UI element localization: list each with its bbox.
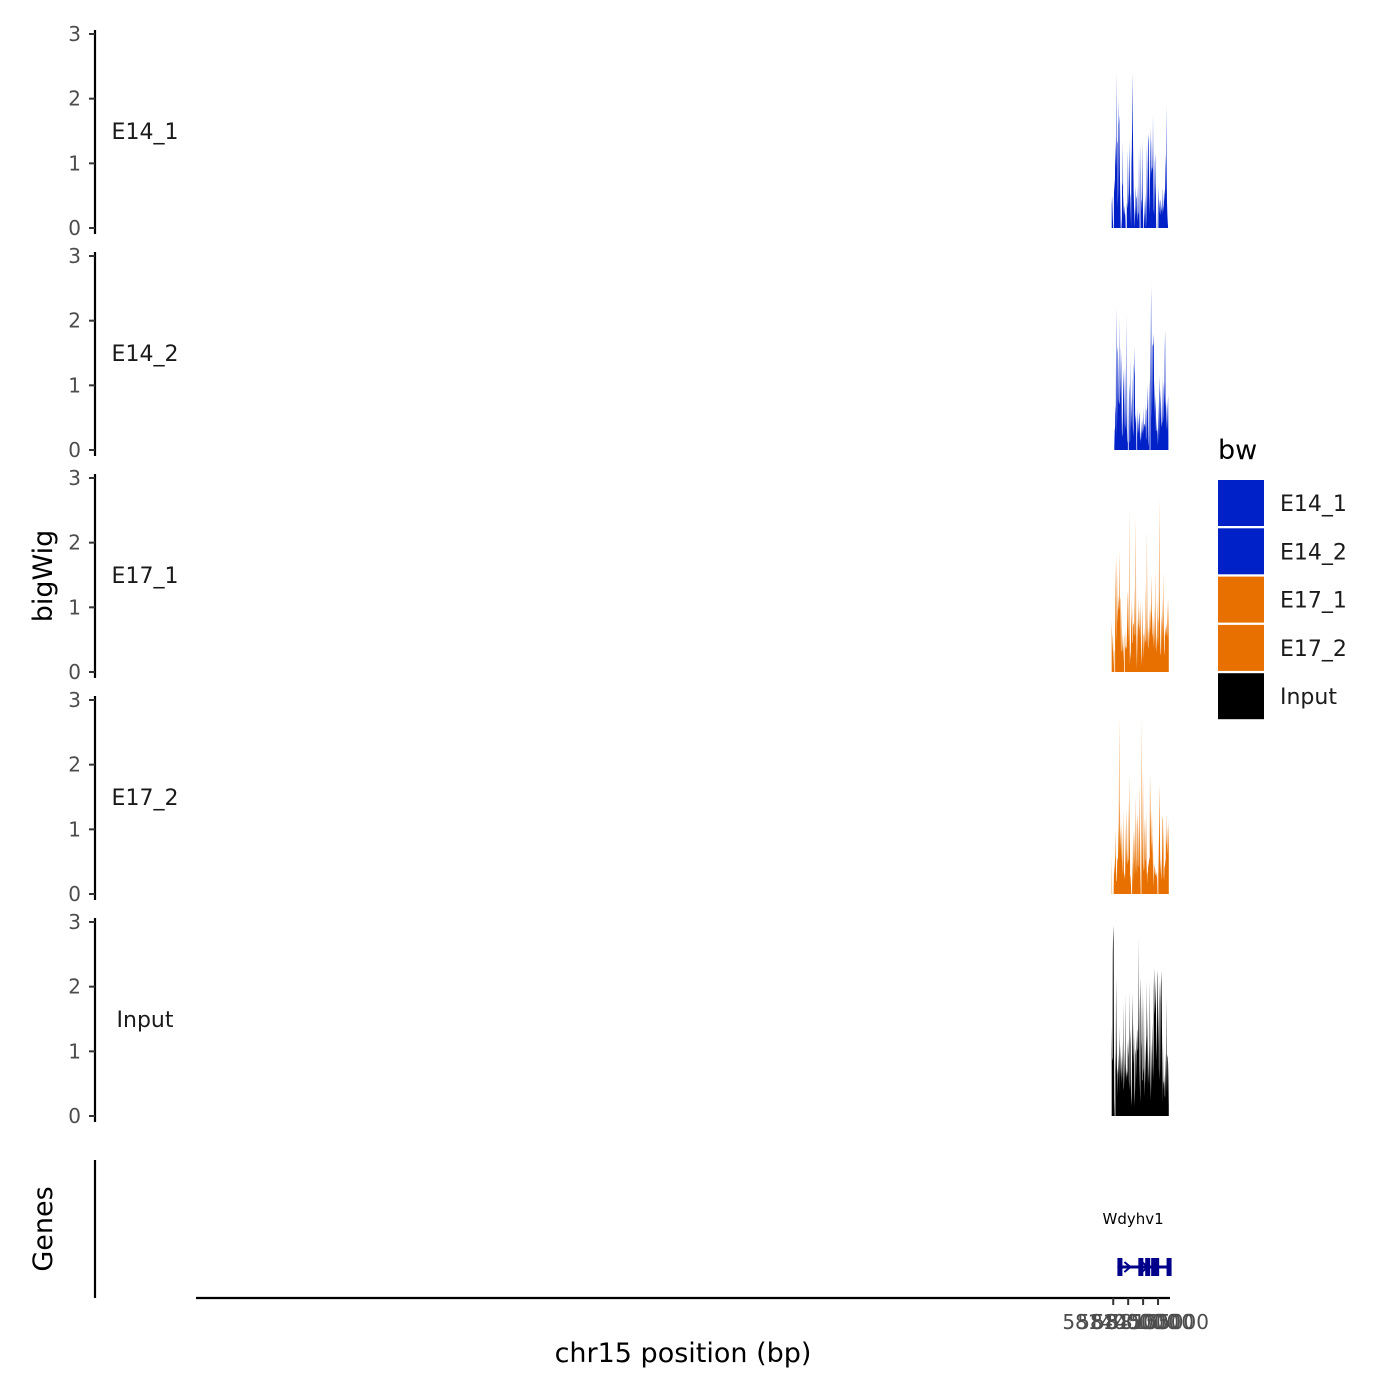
y-tick-label: 0 xyxy=(68,1104,81,1128)
x-tick-label: 58145000 xyxy=(1077,1310,1179,1334)
y-tick-label: 3 xyxy=(68,688,81,712)
signal-area-E14_2 xyxy=(1137,378,1150,450)
track-label: E17_1 xyxy=(112,564,179,589)
y-tick-label: 1 xyxy=(68,373,81,397)
track-label: Input xyxy=(117,1008,174,1033)
signal-area-E14_1 xyxy=(1121,140,1126,228)
signal-area-E17_1 xyxy=(1124,497,1169,672)
signal-area-E14_2 xyxy=(1150,285,1169,450)
y-tick-label: 2 xyxy=(68,531,81,555)
signal-area-Input xyxy=(1111,925,1115,1116)
track-E17_1: 0 1 2 3 E17_1 xyxy=(68,466,1169,684)
gene-exon xyxy=(1166,1258,1172,1276)
y-tick-label: 3 xyxy=(68,910,81,934)
track-Input: 0 1 2 3 Input xyxy=(68,910,1169,1128)
legend-label: Input xyxy=(1280,685,1337,710)
legend-key-E14_1 xyxy=(1218,480,1264,526)
y-tick-label: 3 xyxy=(68,22,81,46)
y-tick-label: 2 xyxy=(68,975,81,999)
track-E14_1: 0 1 2 3 E14_1 xyxy=(68,22,1169,240)
legend-label: E17_2 xyxy=(1280,637,1347,662)
legend: bw E14_1 E14_2 E17_1 E17_2 Input xyxy=(1218,435,1347,720)
signal-area-E14_1 xyxy=(1144,114,1157,228)
signal-area-Input xyxy=(1115,938,1169,1116)
y-tick-label: 2 xyxy=(68,87,81,111)
y-tick-label: 3 xyxy=(68,244,81,268)
signal-area-E14_1 xyxy=(1111,195,1114,228)
y-tick-label: 2 xyxy=(68,309,81,333)
gene-exon xyxy=(1117,1258,1123,1276)
signal-area-E14_2 xyxy=(1114,307,1128,450)
y-tick-label: 1 xyxy=(68,817,81,841)
x-tick-label: 58155000 xyxy=(1107,1310,1209,1334)
gene-exon xyxy=(1145,1258,1151,1276)
gene-label: Wdyhv1 xyxy=(1103,1210,1164,1228)
signal-area-E17_2 xyxy=(1113,716,1132,894)
signal-area-E14_1 xyxy=(1140,140,1144,228)
signal-area-E17_2 xyxy=(1158,784,1169,894)
strand-arrow xyxy=(1123,1261,1132,1273)
signal-area-E17_2 xyxy=(1141,719,1158,894)
y-tick-label: 3 xyxy=(68,466,81,490)
signal-tracks: 0 1 2 3 E14_1 0 1 2 3 E14_2 0 1 2 3 E17_1 0 1 2 3 E17_2 0 1 2 3… xyxy=(68,22,1169,1128)
signal-area-E14_1 xyxy=(1113,72,1121,228)
legend-key-Input xyxy=(1218,673,1264,720)
x-tick-label: 58140000 xyxy=(1062,1310,1164,1334)
legend-key-E17_1 xyxy=(1218,576,1264,623)
y-axis-title: bigWig xyxy=(28,530,59,623)
track-E17_2: 0 1 2 3 E17_2 xyxy=(68,688,1169,906)
y-tick-label: 0 xyxy=(68,438,81,462)
signal-area-E14_1 xyxy=(1126,72,1140,228)
y-tick-label: 2 xyxy=(68,753,81,777)
legend-key-E17_2 xyxy=(1218,624,1264,671)
legend-key-E14_2 xyxy=(1218,528,1264,575)
y-tick-label: 0 xyxy=(68,216,81,240)
x-axis-title: chr15 position (bp) xyxy=(555,1338,812,1369)
y-tick-label: 0 xyxy=(68,882,81,906)
legend-label: E14_1 xyxy=(1280,492,1347,517)
y-tick-label: 0 xyxy=(68,660,81,684)
legend-label: E14_2 xyxy=(1280,540,1347,565)
track-label: E14_1 xyxy=(112,120,179,145)
gene-exon xyxy=(1138,1258,1144,1276)
gene-track-title: Genes xyxy=(28,1186,59,1271)
gene-exon xyxy=(1151,1258,1157,1276)
y-tick-label: 1 xyxy=(68,595,81,619)
signal-area-E14_1 xyxy=(1158,105,1169,228)
gene-track: Wdyhv1 xyxy=(93,1160,1172,1298)
x-tick-label: 58150000 xyxy=(1092,1310,1194,1334)
signal-area-E17_1 xyxy=(1111,620,1115,672)
signal-area-E17_1 xyxy=(1115,549,1124,672)
signal-area-E17_2 xyxy=(1132,784,1141,894)
gene-exon xyxy=(1154,1258,1160,1276)
y-tick-label: 1 xyxy=(68,1039,81,1063)
signal-area-E14_2 xyxy=(1128,346,1137,450)
track-E14_2: 0 1 2 3 E14_2 xyxy=(68,244,1169,462)
legend-label: E17_1 xyxy=(1280,589,1347,614)
y-tick-label: 1 xyxy=(68,151,81,175)
track-label: E14_2 xyxy=(112,342,179,367)
legend-title: bw xyxy=(1218,435,1257,466)
track-label: E17_2 xyxy=(112,786,179,811)
